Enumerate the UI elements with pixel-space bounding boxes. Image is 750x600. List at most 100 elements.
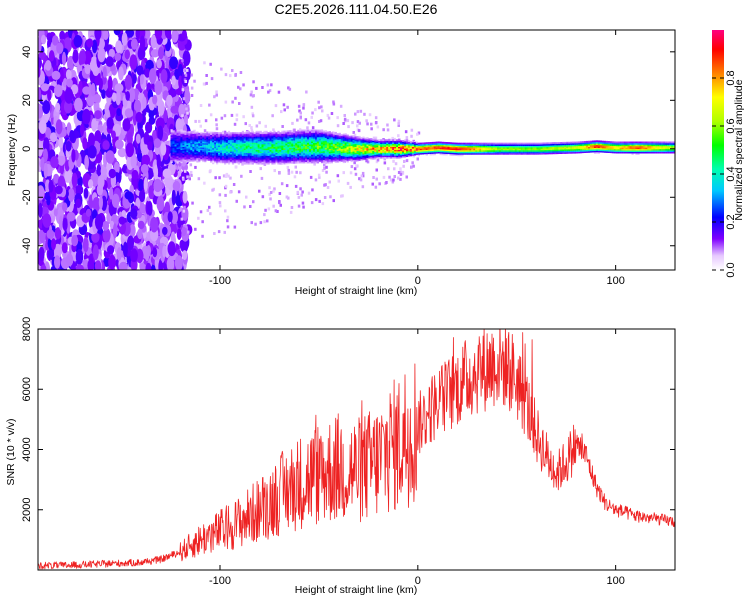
spectrogram-cell (132, 74, 137, 84)
spectrogram-cell (52, 35, 59, 46)
spectrogram-cell (38, 202, 43, 218)
spectrogram-cell (135, 133, 141, 144)
spectrogram-cell (268, 186, 271, 190)
spectrogram-cell (305, 90, 308, 94)
spectrogram-cell (311, 111, 314, 115)
spectrogram-cell (302, 106, 305, 110)
spectrogram-cell (445, 142, 448, 144)
spectrogram-cell (53, 173, 60, 184)
spectrogram-cell (78, 80, 83, 96)
spectrogram-cell (362, 136, 365, 139)
spectrogram-cell (184, 88, 191, 104)
spectrogram-cell (80, 123, 84, 137)
spectrogram-cell (421, 142, 424, 145)
spectrogram-cell (344, 133, 347, 136)
spectrogram-cell (337, 179, 340, 183)
spectrogram-cell (493, 142, 496, 145)
spectrogram-cell (297, 195, 301, 199)
spectrogram-cell (363, 112, 366, 116)
spectrogram-cell (399, 172, 403, 176)
spectrogram-cell (82, 86, 91, 95)
spectrogram-cell (296, 118, 299, 122)
spectrogram-cell (125, 142, 135, 158)
spectrogram-cell (48, 179, 54, 193)
spectrogram-cell (302, 103, 306, 107)
spectrogram-cell (508, 142, 511, 145)
spectrogram-cell (133, 99, 142, 114)
spectrogram-cell (130, 38, 138, 50)
spectrogram-cell (281, 125, 284, 128)
spectrogram-cell (108, 168, 117, 179)
spectrogram-cell (526, 142, 529, 145)
spectrogram-cell (270, 83, 273, 87)
spectrogram-cell (71, 149, 76, 163)
spectrogram-cell (252, 80, 255, 84)
spectrogram-cell (102, 220, 110, 231)
spectrogram-cell (40, 83, 49, 92)
spectrogram-cell (218, 176, 221, 180)
spectrogram-cell (399, 167, 402, 171)
spectrogram-cell (131, 169, 139, 180)
spectrogram-cell (477, 142, 480, 145)
spectrogram-cell (150, 49, 160, 58)
spectrogram-cell (62, 78, 68, 88)
spectrogram-cell (55, 102, 61, 113)
spectrogram-cell (208, 131, 211, 134)
spectrogram-cell (286, 105, 289, 109)
spectrogram-cell (169, 56, 179, 70)
spectrogram-cell (332, 199, 335, 203)
spectrogram-cell (323, 196, 327, 199)
spectrogram-cell (311, 126, 315, 130)
spectrogram-cell (289, 210, 293, 214)
spectrogram-cell (321, 109, 324, 113)
spectrogram-cell (321, 202, 325, 206)
spectrogram-cell (204, 132, 207, 135)
spectrogram-cell (267, 90, 270, 94)
spectrogram-cell (148, 68, 157, 84)
spectrogram-cell (397, 176, 400, 180)
spectrogram-cell (325, 165, 328, 169)
spectrogram-cell (92, 244, 99, 260)
spectrogram-cell (235, 118, 239, 122)
spectrogram-cell (71, 172, 78, 188)
spectrogram-cell (253, 132, 256, 135)
spectrogram-cell (233, 225, 237, 229)
spectrogram-cell (296, 190, 299, 194)
spectrogram-cell (299, 111, 302, 115)
spectrogram-cell (358, 135, 361, 138)
spectrogram-cell (258, 189, 261, 193)
spectrogram-cell (154, 80, 163, 95)
spectrogram-cell (114, 83, 124, 93)
spectrogram-cell (115, 139, 124, 150)
spectrogram-cell (130, 248, 138, 263)
spectrogram-cell (285, 195, 289, 199)
spectrogram-cell (64, 87, 74, 104)
spectrogram-cell (297, 129, 300, 132)
spectrogram-cell (334, 131, 337, 134)
spectrogram-cell (314, 178, 318, 182)
spectrogram-cell (489, 142, 492, 145)
spectrogram-cell (352, 135, 355, 138)
spectrogram-cell (54, 185, 63, 195)
spectrogram-cell (174, 131, 177, 134)
spectrogram-cell (443, 141, 446, 144)
spectrogram-cell (147, 141, 153, 151)
spectrogram-cell (41, 34, 47, 45)
spectrogram-cell (261, 86, 264, 89)
spectrogram-cell (520, 142, 523, 145)
spectrogram-cell (201, 234, 204, 238)
spectrogram-cell (346, 134, 349, 137)
spectrogram-cell (38, 119, 47, 134)
spectrogram-cell (275, 132, 278, 135)
spectrogram-cell (346, 181, 350, 185)
spectrogram-cell (204, 119, 208, 123)
spectrogram-cell (243, 205, 246, 209)
spectrogram-cell (530, 142, 533, 145)
spectrogram-cell (469, 142, 472, 145)
spectrogram-cell (396, 139, 399, 142)
spectrogram-cell (437, 141, 440, 144)
spectrogram-cell (356, 136, 359, 138)
spectrogram-cell (347, 125, 350, 129)
spectrogram-cell (125, 30, 135, 38)
